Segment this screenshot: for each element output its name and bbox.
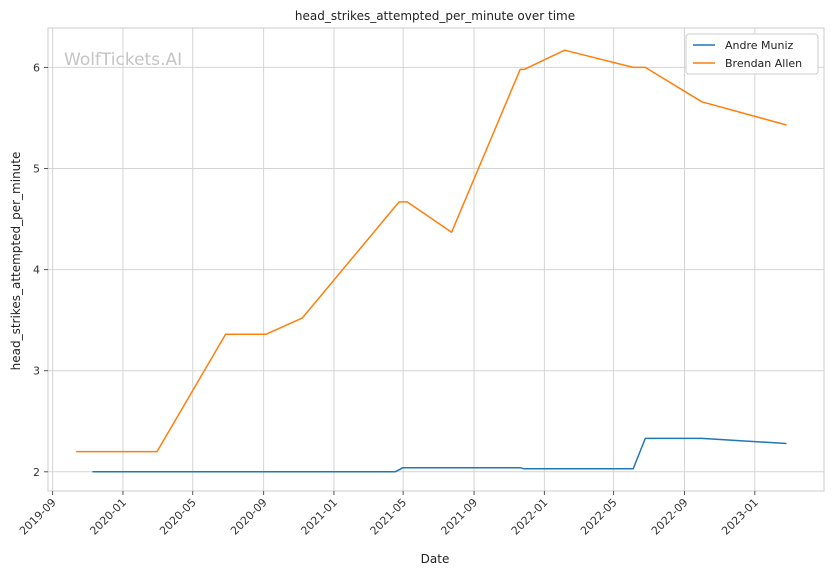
- chart-title: head_strikes_attempted_per_minute over t…: [295, 9, 575, 23]
- plot-frame: [47, 27, 825, 492]
- x-axis-label: Date: [421, 552, 450, 566]
- x-tick-label: 2019-09: [17, 496, 59, 538]
- y-tick-label: 4: [33, 264, 40, 277]
- x-tick-label: 2020-09: [228, 496, 270, 538]
- y-axis-ticks: 2 3 4 5 6: [33, 61, 48, 479]
- y-tick-label: 6: [33, 61, 40, 74]
- series-line-andre-muniz: [92, 437, 787, 473]
- legend-label: Andre Muniz: [725, 39, 794, 52]
- x-tick-label: 2023-01: [719, 496, 761, 538]
- x-tick-label: 2020-01: [87, 496, 129, 538]
- y-tick-label: 2: [33, 466, 40, 479]
- x-tick-label: 2022-01: [509, 496, 551, 538]
- legend-label: Brendan Allen: [725, 57, 802, 70]
- x-tick-label: 2022-05: [578, 496, 620, 538]
- series-line-brendan-allen: [76, 49, 787, 453]
- x-tick-label: 2022-09: [649, 496, 691, 538]
- y-axis-label: head_strikes_attempted_per_minute: [9, 152, 23, 371]
- x-tick-label: 2020-05: [157, 496, 199, 538]
- y-tick-label: 5: [33, 163, 40, 176]
- legend-box: [685, 33, 819, 75]
- grid-lines: [48, 28, 824, 491]
- x-tick-label: 2021-09: [438, 496, 480, 538]
- x-axis-ticks: 2019-09 2020-01 2020-05 2020-09 2021-01 2021-…: [17, 491, 761, 538]
- x-tick-label: 2021-05: [368, 496, 410, 538]
- y-tick-label: 3: [33, 365, 40, 378]
- x-tick-label: 2021-01: [298, 496, 340, 538]
- series-layer: [76, 49, 787, 473]
- watermark: WolfTickets.AI: [64, 50, 182, 70]
- legend: Andre Muniz Brendan Allen: [685, 33, 819, 75]
